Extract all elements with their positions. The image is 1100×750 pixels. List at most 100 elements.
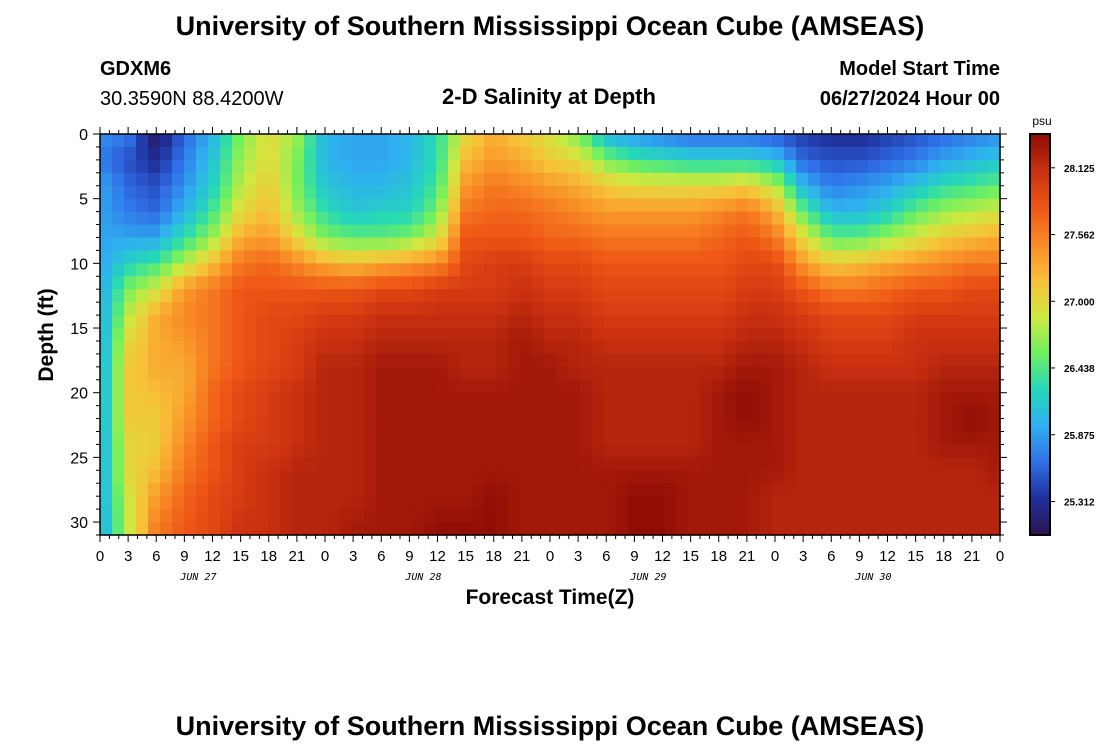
heatmap-cell [688,224,701,239]
heatmap-cell [916,431,929,446]
heatmap-cell [760,328,773,342]
heatmap-cell [616,146,629,161]
heatmap-cell [148,250,161,264]
x-tick-label: 21 [739,548,756,565]
heatmap-cell [256,509,269,523]
heatmap-cell [988,340,1001,355]
heatmap-cell [604,276,617,290]
heatmap-cell [976,185,989,200]
heatmap-cell [412,340,425,355]
heatmap-cell [976,315,989,329]
heatmap-cell [112,470,125,484]
heatmap-cell [280,134,293,148]
heatmap-cell [244,431,257,446]
heatmap-cell [280,237,293,252]
heatmap-cell [556,353,569,368]
heatmap-cell [640,328,653,342]
heatmap-cell [244,172,257,187]
heatmap-cell [532,276,545,290]
heatmap-cell [592,263,605,277]
heatmap-cell [244,302,257,316]
heatmap-cell [364,134,377,148]
heatmap-cell [604,444,617,458]
heatmap-cell [532,134,545,148]
heatmap-cell [148,457,161,471]
heatmap-cell [184,172,197,187]
heatmap-cell [256,418,269,433]
heatmap-cell [868,315,881,329]
heatmap-cell [220,457,233,471]
heatmap-cell [328,159,341,174]
heatmap-cell [232,198,245,213]
heatmap-cell [280,483,293,497]
heatmap-cell [688,159,701,174]
heatmap-cell [940,405,953,420]
heatmap-cell [136,366,149,381]
heatmap-cell [496,340,509,355]
heatmap-cell [556,146,569,161]
heatmap-cell [952,444,965,458]
heatmap-cell [256,483,269,497]
heatmap-cell [856,418,869,433]
heatmap-cell [844,431,857,446]
heatmap-cell [868,470,881,484]
heatmap-cell [976,379,989,394]
heatmap-cell [244,470,257,484]
heatmap-cell [856,276,869,290]
heatmap-cell [976,263,989,277]
heatmap-cell [148,172,161,187]
heatmap-cell [340,289,353,303]
heatmap-cell [388,159,401,174]
heatmap-cell [496,328,509,342]
heatmap-cell [820,276,833,290]
heatmap-cell [208,146,221,161]
heatmap-cell [304,211,317,226]
heatmap-cell [628,405,641,420]
heatmap-cell [424,146,437,161]
heatmap-cell [148,496,161,510]
heatmap-cell [736,444,749,458]
heatmap-cell [616,418,629,433]
heatmap-cell [856,379,869,394]
x-tick-label: 21 [514,548,531,565]
heatmap-cell [496,496,509,510]
heatmap-cell [328,522,341,536]
heatmap-cell [832,198,845,213]
station-coordinates: 30.3590N 88.4200W [100,88,284,110]
x-tick-label: 9 [180,548,188,565]
heatmap-cell [808,289,821,303]
heatmap-cell [424,483,437,497]
heatmap-cell [340,418,353,433]
heatmap-cell [844,522,857,536]
heatmap-cell [364,224,377,239]
heatmap-cell [244,224,257,239]
heatmap-cell [988,483,1001,497]
heatmap-cell [616,431,629,446]
heatmap-cell [928,146,941,161]
heatmap-cell [280,431,293,446]
heatmap-cell [376,366,389,381]
heatmap-cell [148,366,161,381]
heatmap-cell [976,237,989,252]
heatmap-cell [136,328,149,342]
heatmap-cell [340,379,353,394]
heatmap-cell [664,522,677,536]
heatmap-cell [184,276,197,290]
heatmap-cell [784,250,797,264]
heatmap-cell [868,237,881,252]
heatmap-cell [460,522,473,536]
heatmap-cell [292,470,305,484]
heatmap-cell [772,198,785,213]
heatmap-cell [712,379,725,394]
heatmap-cell [316,276,329,290]
heatmap-cell [556,496,569,510]
heatmap-cell [580,340,593,355]
heatmap-cell [232,172,245,187]
heatmap-cell [484,379,497,394]
heatmap-cell [724,134,737,148]
heatmap-cell [124,185,137,200]
heatmap-cell [796,250,809,264]
heatmap-cell [892,496,905,510]
heatmap-cell [460,250,473,264]
